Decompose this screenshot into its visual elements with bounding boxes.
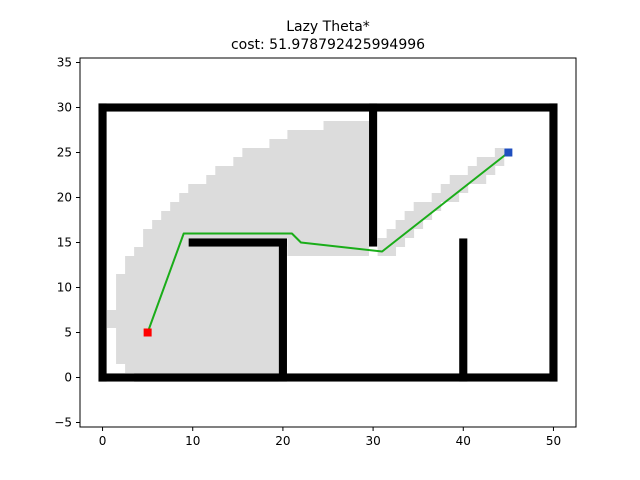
explored-column xyxy=(350,121,360,256)
y-tick-label: 5 xyxy=(64,326,72,340)
x-tick-label: 30 xyxy=(365,434,380,448)
explored-column xyxy=(422,202,433,220)
explored-column xyxy=(440,184,451,202)
explored-column xyxy=(458,175,469,193)
explored-column xyxy=(305,130,315,256)
markers xyxy=(143,148,513,337)
explored-column xyxy=(494,148,505,166)
x-tick-label: 40 xyxy=(456,434,471,448)
obstacle-wall xyxy=(98,373,558,382)
explored-column xyxy=(197,184,207,382)
explored-column xyxy=(251,148,261,382)
explored-column xyxy=(287,130,297,256)
y-tick-label: 35 xyxy=(57,56,72,70)
explored-column xyxy=(332,121,342,256)
explored-column xyxy=(170,202,180,382)
explored-column xyxy=(116,274,126,364)
explored-region xyxy=(107,121,505,382)
explored-column xyxy=(476,157,487,184)
explored-column xyxy=(242,148,252,382)
path-series xyxy=(146,151,509,333)
y-tick-label: 10 xyxy=(57,281,72,295)
explored-column xyxy=(134,247,144,382)
obstacle-walls xyxy=(98,103,558,382)
explored-column xyxy=(341,121,351,256)
obstacle-wall xyxy=(459,238,468,382)
explored-column xyxy=(296,130,306,256)
obstacle-wall xyxy=(98,103,107,382)
explored-column xyxy=(179,193,189,382)
explored-column xyxy=(359,121,369,256)
path-line xyxy=(146,151,509,333)
obstacle-wall xyxy=(278,238,287,382)
y-tick-label: 15 xyxy=(57,236,72,250)
explored-column xyxy=(206,175,216,382)
start-marker xyxy=(143,328,152,337)
explored-column xyxy=(215,166,225,382)
explored-column xyxy=(431,193,442,211)
obstacle-wall xyxy=(549,103,558,382)
explored-column xyxy=(161,211,171,382)
y-tick-label: 30 xyxy=(57,101,72,115)
x-tick-label: 0 xyxy=(99,434,107,448)
y-axis: −5 0 5 10 15 20 25 30 35 xyxy=(54,56,80,430)
chart-subtitle: cost: 51.978792425994996 xyxy=(231,37,425,53)
goal-marker xyxy=(504,148,513,157)
obstacle-wall xyxy=(98,103,558,112)
explored-column xyxy=(278,139,288,238)
obstacle-wall xyxy=(188,238,287,247)
explored-column xyxy=(269,139,279,382)
explored-column xyxy=(377,238,388,256)
explored-column xyxy=(395,220,406,247)
explored-column xyxy=(188,184,198,382)
explored-column xyxy=(260,148,270,382)
explored-column xyxy=(386,229,397,256)
explored-column xyxy=(323,121,333,256)
y-tick-label: 25 xyxy=(57,146,72,160)
x-tick-label: 20 xyxy=(275,434,290,448)
explored-column xyxy=(449,175,460,202)
x-tick-label: 10 xyxy=(185,434,200,448)
explored-column xyxy=(152,220,162,382)
explored-column xyxy=(224,166,234,382)
explored-column xyxy=(314,130,324,256)
obstacle-wall xyxy=(369,103,378,247)
explored-column xyxy=(107,310,117,328)
y-tick-label: −5 xyxy=(54,416,72,430)
explored-column xyxy=(233,157,243,382)
explored-column xyxy=(125,256,135,373)
explored-column xyxy=(143,229,153,382)
explored-column xyxy=(413,202,424,229)
x-axis: 0 10 20 30 40 50 xyxy=(99,427,561,448)
chart-title: Lazy Theta* xyxy=(286,19,370,35)
explored-column xyxy=(467,166,478,184)
y-tick-label: 20 xyxy=(57,191,72,205)
explored-column xyxy=(404,211,415,238)
x-tick-label: 50 xyxy=(546,434,561,448)
y-tick-label: 0 xyxy=(64,371,72,385)
